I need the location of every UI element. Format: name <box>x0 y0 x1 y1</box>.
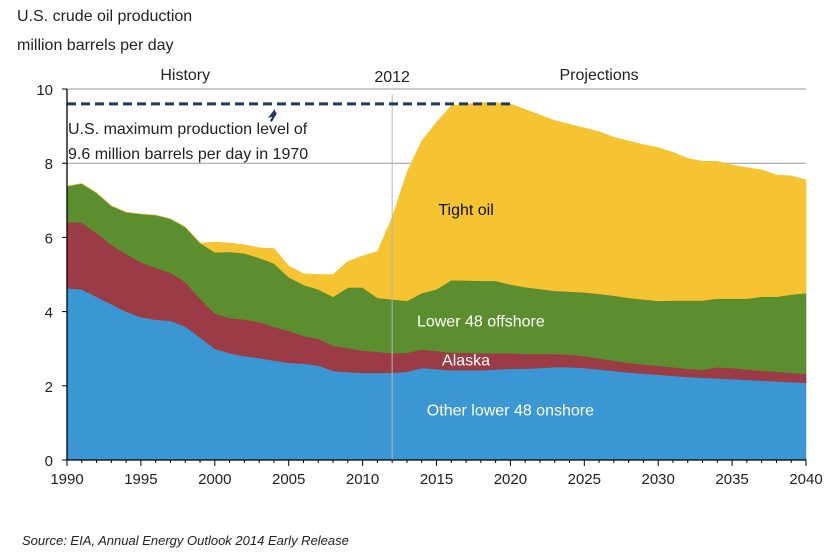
series-label-0: Other lower 48 onshore <box>427 402 594 419</box>
y-tick-label: 6 <box>45 230 53 247</box>
y-tick-label: 8 <box>45 156 53 173</box>
y-tick-label: 2 <box>45 379 53 396</box>
y-tick-label: 10 <box>36 82 53 99</box>
projections-label: Projections <box>560 67 639 84</box>
annotation-text-line-2: 9.6 million barrels per day in 1970 <box>68 146 308 163</box>
chart-title-line-1: U.S. crude oil production <box>17 8 192 25</box>
y-tick-label: 4 <box>45 305 53 322</box>
x-tick-label: 2040 <box>789 471 822 488</box>
series-label-1: Alaska <box>442 352 490 369</box>
series-label-3: Tight oil <box>438 202 493 219</box>
divider-year-label: 2012 <box>374 69 410 86</box>
area-series-3 <box>66 102 807 302</box>
x-tick-label: 2035 <box>715 471 748 488</box>
axes: 0 2 4 6 8 10 1990 1995 2000 2005 2010 2015 2020 2025 2… <box>36 82 822 488</box>
x-tick-label: 1995 <box>124 471 157 488</box>
x-tick-label: 2010 <box>346 471 379 488</box>
x-tick-label: 2000 <box>198 471 231 488</box>
stacked-areas <box>66 102 807 461</box>
source-note: Source: EIA, Annual Energy Outlook 2014 … <box>22 533 349 548</box>
series-labels: Other lower 48 onshore Alaska Lower 48 off… <box>417 202 594 419</box>
x-tick-label: 1990 <box>50 471 83 488</box>
x-tick-label: 2030 <box>642 471 675 488</box>
annotation-text-line-1: U.S. maximum production level of <box>68 121 308 138</box>
x-tick-label: 2025 <box>568 471 601 488</box>
series-label-2: Lower 48 offshore <box>417 313 545 330</box>
x-tick-label: 2020 <box>494 471 527 488</box>
chart-title-line-2: million barrels per day <box>17 37 174 54</box>
x-tick-label: 2005 <box>272 471 305 488</box>
history-label: History <box>160 67 210 84</box>
x-tick-label: 2015 <box>420 471 453 488</box>
y-tick-label: 0 <box>45 453 53 470</box>
annotation-arrow-icon <box>267 108 277 122</box>
